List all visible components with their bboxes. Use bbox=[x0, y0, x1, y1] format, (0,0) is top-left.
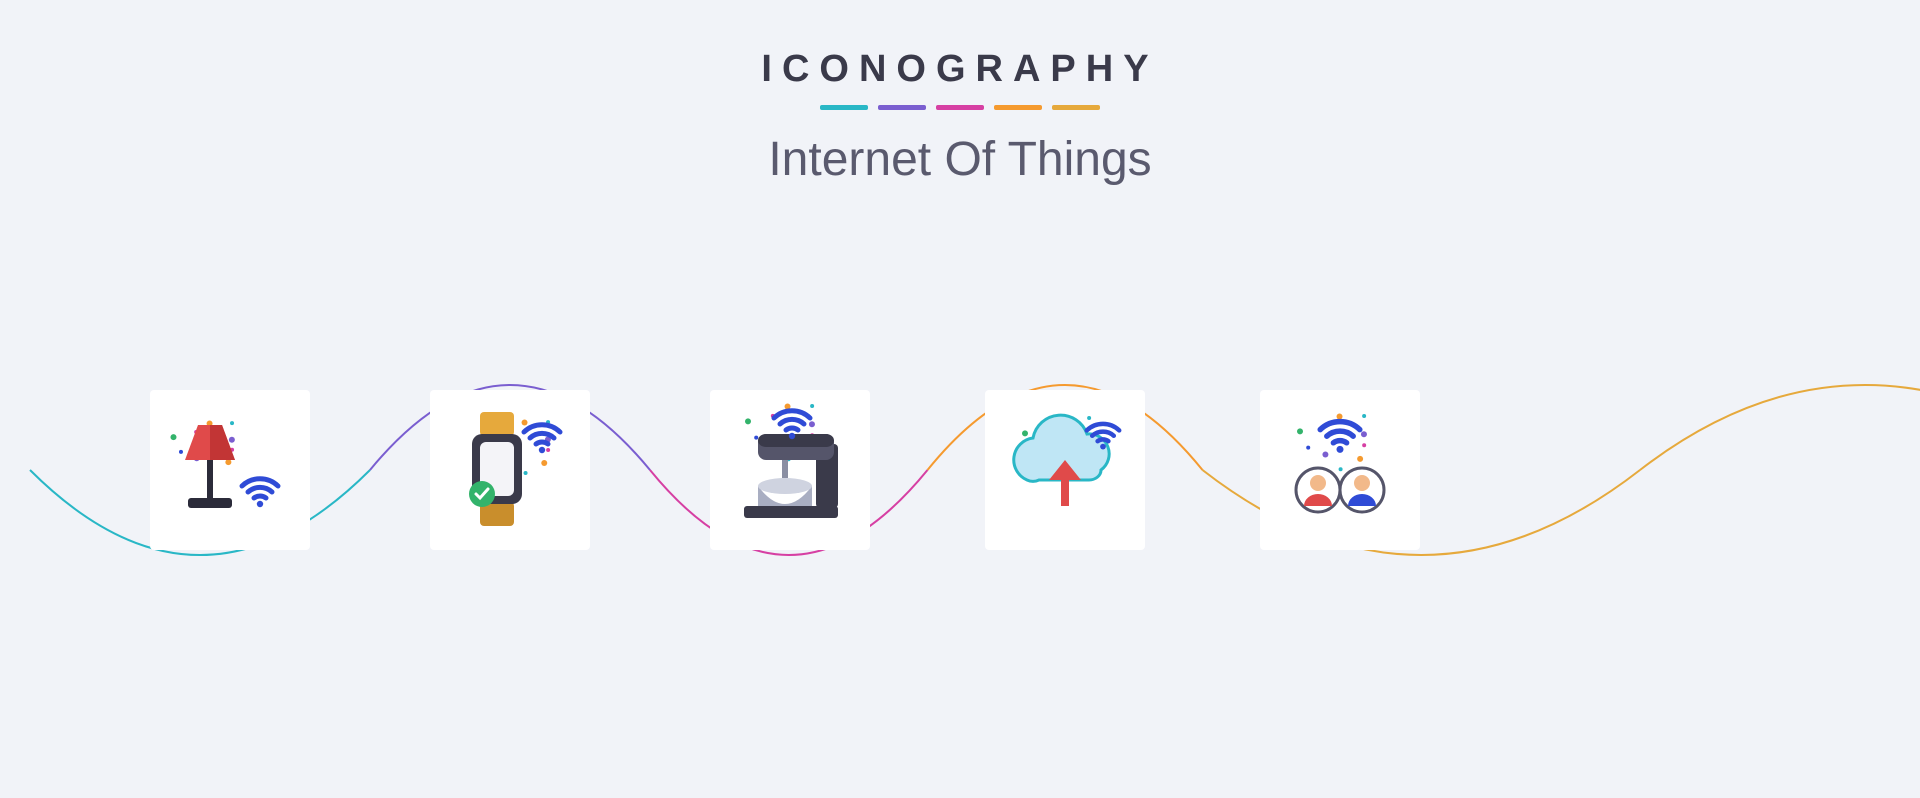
stripe-4 bbox=[994, 105, 1042, 110]
set-title: Internet Of Things bbox=[0, 132, 1920, 187]
smart-lamp-icon bbox=[150, 390, 310, 550]
brand-text: ICONOGRAPHY bbox=[0, 48, 1920, 91]
stripe-2 bbox=[878, 105, 926, 110]
smart-watch-icon bbox=[430, 390, 590, 550]
stripe-5 bbox=[1052, 105, 1100, 110]
cloud-upload-icon bbox=[985, 390, 1145, 550]
stripe-row bbox=[0, 105, 1920, 110]
header: ICONOGRAPHY Internet Of Things bbox=[0, 0, 1920, 187]
smart-mixer-icon bbox=[710, 390, 870, 550]
stripe-3 bbox=[936, 105, 984, 110]
connected-users-icon bbox=[1260, 390, 1420, 550]
stripe-1 bbox=[820, 105, 868, 110]
